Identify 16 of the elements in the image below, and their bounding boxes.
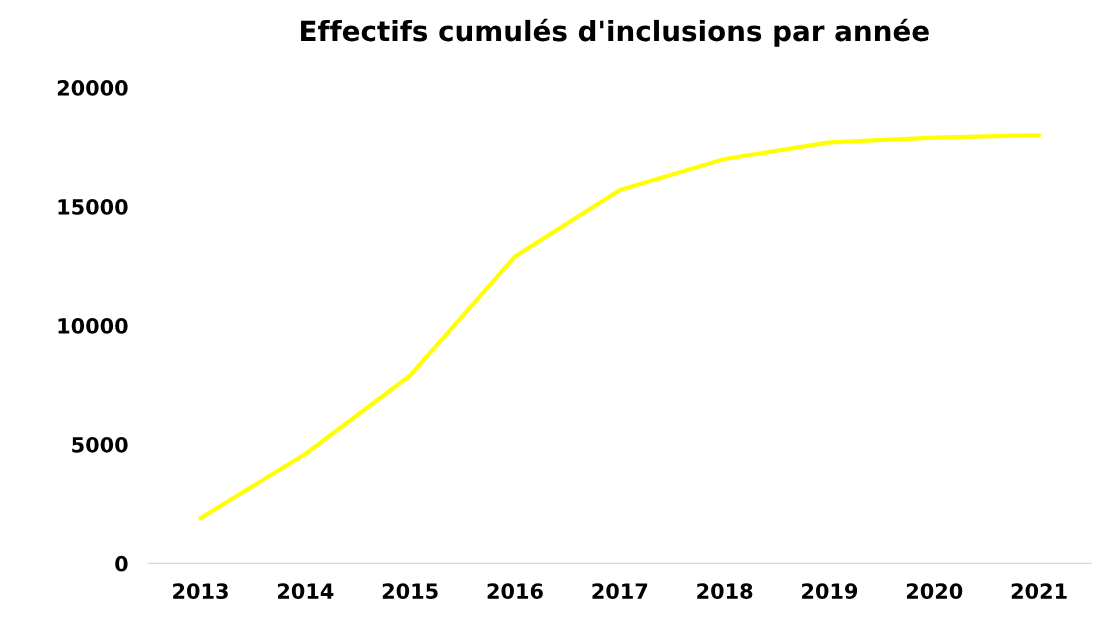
x-tick-label: 2018	[697, 583, 753, 599]
chart-title: Effectifs cumulés d'inclusions par année	[301, 18, 929, 47]
y-tick-label: 20000	[57, 80, 128, 96]
x-tick-label: 2017	[592, 583, 648, 599]
x-tick-label: 2014	[277, 583, 334, 599]
x-tick-label: 2021	[1011, 583, 1067, 599]
y-tick-label: 5000	[72, 436, 128, 453]
y-tick-label: 0	[115, 555, 128, 572]
x-tick-label: 2016	[487, 583, 543, 599]
x-tick-label: 2020	[906, 583, 963, 599]
x-tick-label: 2013	[173, 583, 228, 599]
x-tick-label: 2015	[382, 583, 438, 599]
line-series	[198, 133, 1042, 521]
y-tick-label: 15000	[58, 199, 128, 215]
y-tick-label: 10000	[58, 317, 128, 334]
x-tick-label: 2019	[802, 583, 858, 599]
